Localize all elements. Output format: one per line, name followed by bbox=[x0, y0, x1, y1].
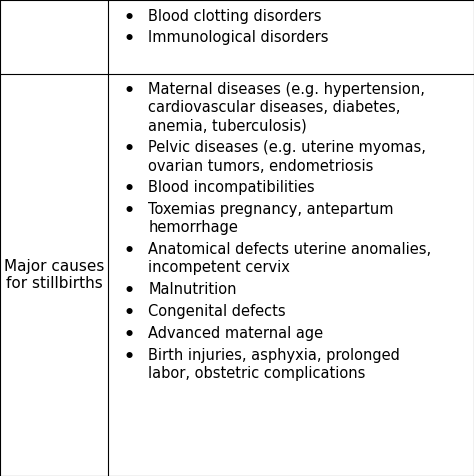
Text: Toxemias pregnancy, antepartum: Toxemias pregnancy, antepartum bbox=[148, 202, 394, 218]
Text: ovarian tumors, endometriosis: ovarian tumors, endometriosis bbox=[148, 159, 374, 174]
Text: incompetent cervix: incompetent cervix bbox=[148, 260, 290, 276]
Text: Blood incompatibilities: Blood incompatibilities bbox=[148, 180, 315, 196]
Text: •: • bbox=[124, 202, 135, 220]
Text: Anatomical defects uterine anomalies,: Anatomical defects uterine anomalies, bbox=[148, 242, 431, 258]
Text: hemorrhage: hemorrhage bbox=[148, 220, 238, 236]
Text: Malnutrition: Malnutrition bbox=[148, 282, 237, 298]
Text: •: • bbox=[124, 348, 135, 366]
Text: Maternal diseases (e.g. hypertension,: Maternal diseases (e.g. hypertension, bbox=[148, 82, 425, 98]
Text: •: • bbox=[124, 9, 135, 27]
Text: labor, obstetric complications: labor, obstetric complications bbox=[148, 366, 366, 381]
Text: Immunological disorders: Immunological disorders bbox=[148, 30, 329, 46]
Text: •: • bbox=[124, 304, 135, 322]
Text: Major causes
for stillbirths: Major causes for stillbirths bbox=[4, 258, 104, 291]
Text: •: • bbox=[124, 140, 135, 159]
Text: •: • bbox=[124, 30, 135, 49]
Text: •: • bbox=[124, 282, 135, 300]
Text: Pelvic diseases (e.g. uterine myomas,: Pelvic diseases (e.g. uterine myomas, bbox=[148, 140, 426, 156]
Text: Blood clotting disorders: Blood clotting disorders bbox=[148, 9, 322, 24]
Text: Congenital defects: Congenital defects bbox=[148, 304, 286, 319]
Text: anemia, tuberculosis): anemia, tuberculosis) bbox=[148, 119, 307, 134]
Text: •: • bbox=[124, 242, 135, 260]
Text: cardiovascular diseases, diabetes,: cardiovascular diseases, diabetes, bbox=[148, 100, 401, 116]
Text: •: • bbox=[124, 180, 135, 198]
Text: Birth injuries, asphyxia, prolonged: Birth injuries, asphyxia, prolonged bbox=[148, 348, 400, 363]
Text: •: • bbox=[124, 326, 135, 344]
Text: Advanced maternal age: Advanced maternal age bbox=[148, 326, 323, 341]
Text: •: • bbox=[124, 82, 135, 100]
